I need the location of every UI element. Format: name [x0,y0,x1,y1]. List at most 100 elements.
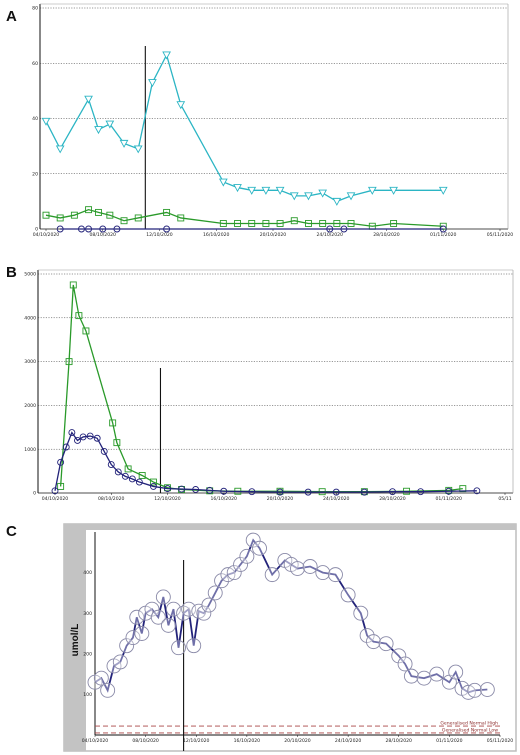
chart3-series1-point-16 [176,605,192,621]
chart2-series2-point-21 [276,488,284,496]
chart1-series1-point-11 [233,184,242,193]
chart3-series1-point-21 [201,597,217,613]
chart1-xtick-5: 24/10/2020 [317,232,344,238]
chart1-series1-point-3 [94,126,103,135]
chart3-xtick-0: 04/10/2020 [82,738,109,744]
chart2-series1-point-3 [75,312,83,320]
chart1-series1-point-1 [55,145,65,154]
chart3-series1-point-25 [226,565,242,581]
chart2-series1-point-8 [138,472,146,479]
chart1-series3-point-2 [85,225,93,233]
chart1-series2-point-14 [276,220,284,227]
chart3-series1-point-36 [328,567,343,583]
chart2-xtick-7: 01/11/2020 [436,496,463,502]
chart3-ylabel: umol/L [70,624,81,657]
chart2-series2-line [54,431,477,493]
chart1-series3-point-7 [340,225,348,233]
chart2-ytick-1: 1000 [24,447,36,453]
chart1-series3-point-6 [326,225,334,233]
chart2-series2-point-18 [206,486,214,494]
chart3-series1-point-45 [416,670,432,686]
chart1-series1-point-10 [218,178,228,187]
chart1-xtick-6: 28/10/2020 [373,232,400,238]
chart2-series2-point-15 [164,485,171,493]
chart3-xtick-3: 16/10/2020 [234,738,261,744]
chart1-series2-point-16 [305,220,312,227]
chart3-ytick-3: 400 [83,570,92,576]
chart-3: umol/L 100 200 300 400 04/10/2020 08/10/2020 12… [63,523,517,752]
chart2-series1-point-5 [109,419,117,427]
chart2-series2-point-26 [417,488,425,496]
chart2-ytick-0: 0 [33,491,36,497]
chart2-ytick-5: 5000 [24,272,36,278]
chart1-series2-point-6 [120,217,128,225]
chart1-series1-point-7 [148,79,157,88]
chart3-series1-point-12 [155,589,171,605]
chart1-series1-point-18 [332,197,342,206]
chart2-xtick-8: 05/11 [498,496,511,502]
chart3-series1-point-28 [245,532,261,548]
chart1-series1-point-12 [247,186,257,195]
chart2-series2-point-28 [473,487,481,495]
chart1-series2-point-8 [163,208,171,216]
chart1-xtick-4: 20/10/2020 [260,232,287,238]
chart2-series2-point-25 [389,488,396,496]
chart2-xtick-4: 20/10/2020 [267,496,294,502]
chart1-series2-point-5 [106,211,114,219]
chart2-series-2 [51,429,481,496]
chart3-series1-point-33 [290,561,305,576]
chart1-series1-point-17 [318,189,328,198]
chart2-series1-point-1 [65,358,73,366]
chart3-xtick-2: 12/10/2020 [183,738,210,744]
chart1-xtick-8: 05/11/2020 [487,232,514,238]
chart1-series1-point-16 [304,192,313,201]
chart3-series1-point-7 [129,609,145,625]
chart1-series1-point-2 [84,95,93,104]
chart2-series2-point-5 [79,433,87,441]
chart2-series1-point-4 [82,327,90,335]
chart2-series2-point-1 [57,458,65,466]
chart3-top-band [64,524,516,530]
chart1-series2-line [45,208,444,227]
chart1-series1-point-13 [261,186,271,195]
chart1-ytick-2: 40 [32,116,38,122]
chart2-series2-point-12 [128,475,136,483]
chart2-series2-point-27 [445,487,453,495]
chart3-series1-point-46 [429,666,445,682]
chart3-series1-point-10 [144,601,160,617]
chart2-ytick-3: 3000 [24,359,36,365]
chart3-series1-point-26 [233,557,248,572]
chart2-xtick-2: 12/10/2020 [154,496,181,502]
chart2-series2-point-24 [360,488,368,496]
chart1-series1-point-0 [41,117,51,126]
chart1-series1-point-15 [289,192,299,201]
chart1-series1-point-6 [133,145,143,154]
chart-1: 0 20 40 60 80 04/10/2020 08/10/2020 12/10/2020 1… [32,3,514,238]
panel-b-label: B [6,264,17,281]
chart3-xtick-4: 20/10/2020 [284,738,311,744]
chart1-series1-point-8 [162,51,171,60]
chart1-series3-point-3 [99,225,107,233]
chart1-series2-point-10 [219,220,227,227]
chart1-xtick-3: 16/10/2020 [203,232,230,238]
chart2-ytick-2: 2000 [24,403,36,409]
chart3-series1-point-4 [112,654,128,670]
chart3-series1-point-43 [397,656,413,672]
chart3-series1-point-38 [353,605,369,621]
chart3-series1-point-44 [403,668,419,684]
chart2-series2-point-2 [62,443,70,451]
chart3-ytick-0: 100 [83,692,92,698]
chart3-ytick-2: 300 [83,611,92,617]
chart1-series2-point-0 [42,211,50,219]
chart3-series1-point-40 [365,634,381,650]
chart3-series1-point-51 [467,682,483,698]
chart3-xtick-5: 24/10/2020 [335,738,362,744]
chart3-xtick-6: 28/10/2020 [386,738,413,744]
chart2-series2-point-20 [248,488,256,496]
chart1-ytick-1: 20 [32,171,38,177]
chart-2: 0 1000 2000 3000 4000 5000 04/10/2020 08/10/202… [24,269,514,502]
chart3-series1-point-22 [207,585,223,601]
chart3-reflabel-0: Generalised Normal High [440,721,498,727]
chart1-series1-point-20 [367,186,377,195]
chart3-reflabel-1: Generalised Normal Low [442,727,498,733]
